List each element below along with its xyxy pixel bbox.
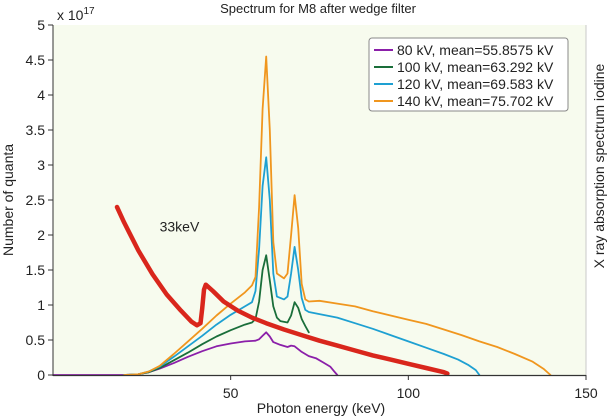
- series-line-80kv: [52, 331, 339, 376]
- y-tick-label: 2.5: [26, 192, 46, 208]
- series-line-iodine-absorption: [114, 204, 450, 376]
- series-line-100kv: [123, 254, 310, 376]
- legend-entry-label: 100 kV, mean=63.292 kV: [397, 59, 554, 75]
- x-axis-label: Photon energy (keV): [257, 400, 385, 416]
- y-tick-label: 1.5: [26, 262, 46, 278]
- chart-title: Spectrum for M8 after wedge filter: [220, 1, 416, 16]
- series-layer: [52, 55, 552, 376]
- x-ticks: 50 100 150: [223, 375, 598, 401]
- legend-entry-label: 80 kV, mean=55.8575 kV: [397, 42, 554, 58]
- y-tick-label: 1: [37, 297, 45, 313]
- legend-entry-label: 140 kV, mean=75.702 kV: [397, 93, 554, 109]
- y-tick-label: 0.5: [26, 332, 46, 348]
- y-multiplier-exponent: 17: [83, 6, 95, 17]
- legend-box: [368, 37, 569, 112]
- y-tick-label: 5: [37, 17, 45, 33]
- y-axis-label: Number of quanta: [0, 144, 16, 256]
- y-tick-label: 3.5: [26, 122, 46, 138]
- y-ticks: 0 0.5 1 1.5 2 2.5 3 3.5 4 4.5 5: [26, 17, 53, 383]
- annotation-33kev: 33keV: [160, 219, 200, 235]
- y-tick-label: 4: [37, 87, 45, 103]
- x-tick-label: 100: [397, 385, 421, 401]
- y-tick-label: 2: [37, 227, 45, 243]
- y-multiplier-base: x 10: [57, 7, 84, 23]
- right-axis-label: X ray absorption spectrum iodine: [591, 63, 607, 268]
- y-multiplier: x 1017: [57, 6, 95, 23]
- series-line-140kv: [123, 55, 552, 376]
- x-tick-label: 50: [223, 385, 239, 401]
- series-line-120kv: [123, 156, 481, 376]
- legend-entry-label: 120 kV, mean=69.583 kV: [397, 76, 554, 92]
- x-tick-label: 150: [574, 385, 598, 401]
- y-tick-label: 0: [37, 367, 45, 383]
- y-tick-label: 4.5: [26, 52, 46, 68]
- y-tick-label: 3: [37, 157, 45, 173]
